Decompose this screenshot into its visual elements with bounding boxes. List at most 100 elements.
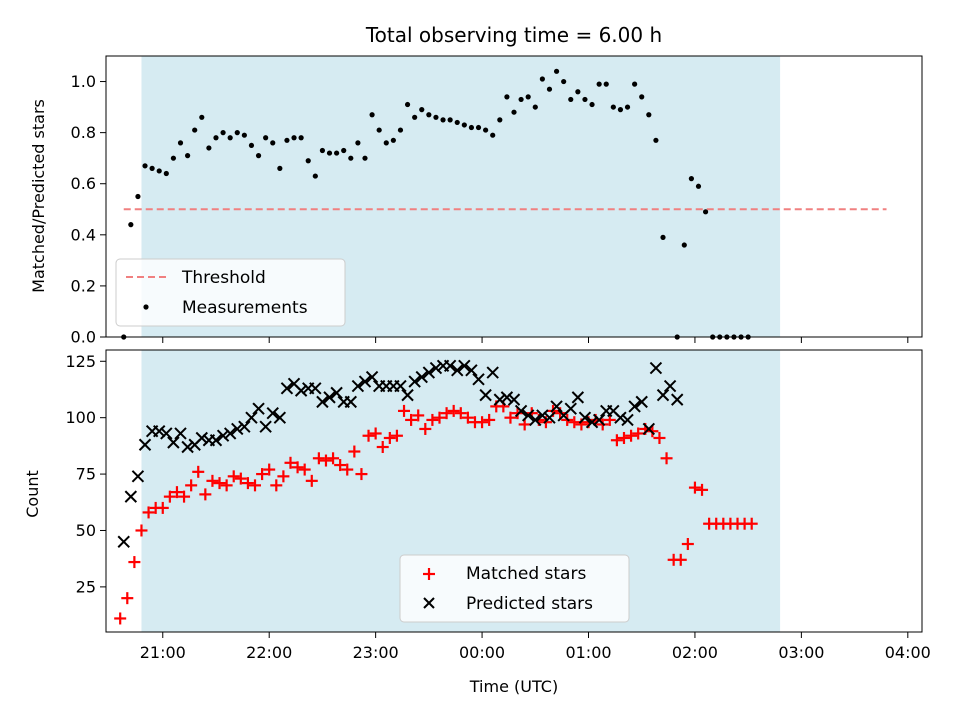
measurement-point bbox=[326, 150, 333, 156]
measurement-point bbox=[497, 117, 503, 123]
matched-star-point bbox=[383, 431, 396, 444]
matched-star-point bbox=[298, 463, 311, 476]
predicted-star-point bbox=[415, 370, 428, 384]
matched-star-point bbox=[241, 477, 254, 490]
predicted-star-point bbox=[472, 373, 485, 386]
matched-star-point bbox=[419, 422, 432, 435]
measurement-point bbox=[589, 101, 595, 108]
x-tick-label: 03:00 bbox=[778, 643, 824, 662]
count-points bbox=[114, 359, 758, 625]
measurement-point bbox=[255, 153, 262, 159]
top-legend-box bbox=[115, 258, 346, 327]
matched-star-point bbox=[681, 538, 694, 551]
legend-measurements-label: Measurements bbox=[182, 298, 308, 318]
measurement-point bbox=[447, 117, 453, 123]
predicted-star-point bbox=[486, 366, 499, 379]
measurement-point bbox=[185, 153, 191, 159]
matched-star-point bbox=[142, 506, 155, 519]
measurement-point bbox=[653, 137, 659, 143]
measurement-point bbox=[525, 94, 531, 100]
measurement-point bbox=[334, 150, 340, 156]
measurement-point bbox=[170, 155, 177, 161]
matched-star-point bbox=[249, 479, 262, 492]
measurement-point bbox=[646, 112, 652, 118]
measurement-point bbox=[475, 124, 482, 131]
measurement-point bbox=[298, 135, 304, 141]
measurement-point bbox=[220, 130, 226, 136]
predicted-star-point bbox=[344, 395, 358, 409]
measurement-point bbox=[660, 234, 666, 240]
matched-star-point bbox=[447, 404, 460, 417]
measurement-point bbox=[468, 124, 475, 131]
measurement-point bbox=[454, 119, 460, 126]
predicted-star-point bbox=[465, 364, 478, 377]
predicted-star-point bbox=[252, 402, 265, 415]
y-tick-label: 0.0 bbox=[71, 328, 96, 347]
predicted-star-point bbox=[160, 427, 173, 440]
bottom-axes-frame bbox=[105, 349, 923, 633]
matched-star-point bbox=[213, 477, 226, 490]
matched-star-point bbox=[156, 501, 169, 514]
matched-star-point bbox=[128, 556, 141, 569]
matched-star-point bbox=[234, 472, 247, 485]
matched-star-point bbox=[476, 416, 489, 429]
measurement-point bbox=[681, 242, 687, 248]
predicted-star-point bbox=[351, 379, 365, 393]
measurement-point bbox=[397, 127, 404, 133]
matched-star-point bbox=[220, 479, 233, 492]
x-axis-label: Time (UTC) bbox=[469, 677, 558, 696]
x-tick-label: 22:00 bbox=[246, 643, 292, 662]
matched-star-point bbox=[398, 404, 411, 417]
top-x-ticks bbox=[162, 337, 909, 343]
measurement-point bbox=[291, 135, 297, 141]
predicted-star-point bbox=[564, 402, 577, 415]
predicted-star-point bbox=[245, 411, 258, 424]
y-tick-label: 100 bbox=[65, 408, 96, 427]
matched-star-point bbox=[610, 434, 623, 447]
matched-star-point bbox=[270, 479, 283, 492]
predicted-star-point bbox=[451, 364, 464, 377]
matched-star-point bbox=[135, 524, 148, 537]
predicted-star-point bbox=[543, 411, 556, 424]
predicted-star-point bbox=[238, 420, 251, 433]
predicted-star-point bbox=[592, 413, 606, 427]
predicted-star-point bbox=[181, 440, 194, 454]
top-legend: Threshold Measurements bbox=[115, 258, 346, 327]
bottom-y-ticks: 25 50 75 100 125 bbox=[65, 352, 106, 596]
measurement-point bbox=[163, 170, 169, 177]
measurement-point bbox=[404, 101, 411, 108]
top-axes-frame bbox=[105, 55, 923, 338]
predicted-star-point bbox=[635, 395, 648, 409]
x-tick-label: 02:00 bbox=[672, 643, 718, 662]
y-tick-label: 0.8 bbox=[71, 123, 96, 142]
predicted-star-point bbox=[358, 375, 372, 388]
y-tick-label: 50 bbox=[76, 521, 96, 540]
measurement-point bbox=[390, 137, 396, 143]
chart-title: Total observing time = 6.00 h bbox=[365, 23, 662, 47]
predicted-star-point bbox=[167, 436, 180, 449]
matched-star-point bbox=[440, 407, 453, 420]
matched-star-point bbox=[334, 459, 347, 472]
measurement-point bbox=[319, 147, 326, 154]
matched-star-point bbox=[114, 612, 127, 625]
x-tick-label: 04:00 bbox=[885, 643, 931, 662]
measurement-point bbox=[546, 86, 553, 92]
matched-star-point bbox=[192, 465, 205, 478]
measurement-point bbox=[617, 107, 624, 113]
measurement-point bbox=[177, 140, 184, 146]
measurement-point bbox=[305, 158, 311, 164]
matched-star-point bbox=[227, 470, 240, 483]
y-tick-label: 0.6 bbox=[71, 174, 96, 193]
matched-star-point bbox=[291, 461, 304, 474]
measurement-point bbox=[270, 140, 276, 146]
measurement-point bbox=[433, 114, 439, 120]
matched-star-point bbox=[185, 479, 198, 492]
predicted-star-point bbox=[365, 370, 379, 384]
predicted-star-point bbox=[223, 427, 237, 440]
predicted-star-point bbox=[330, 386, 343, 400]
measurement-point bbox=[688, 176, 694, 182]
y-tick-label: 0.4 bbox=[71, 225, 96, 244]
measurement-point bbox=[490, 132, 496, 138]
measurement-point bbox=[603, 81, 609, 87]
